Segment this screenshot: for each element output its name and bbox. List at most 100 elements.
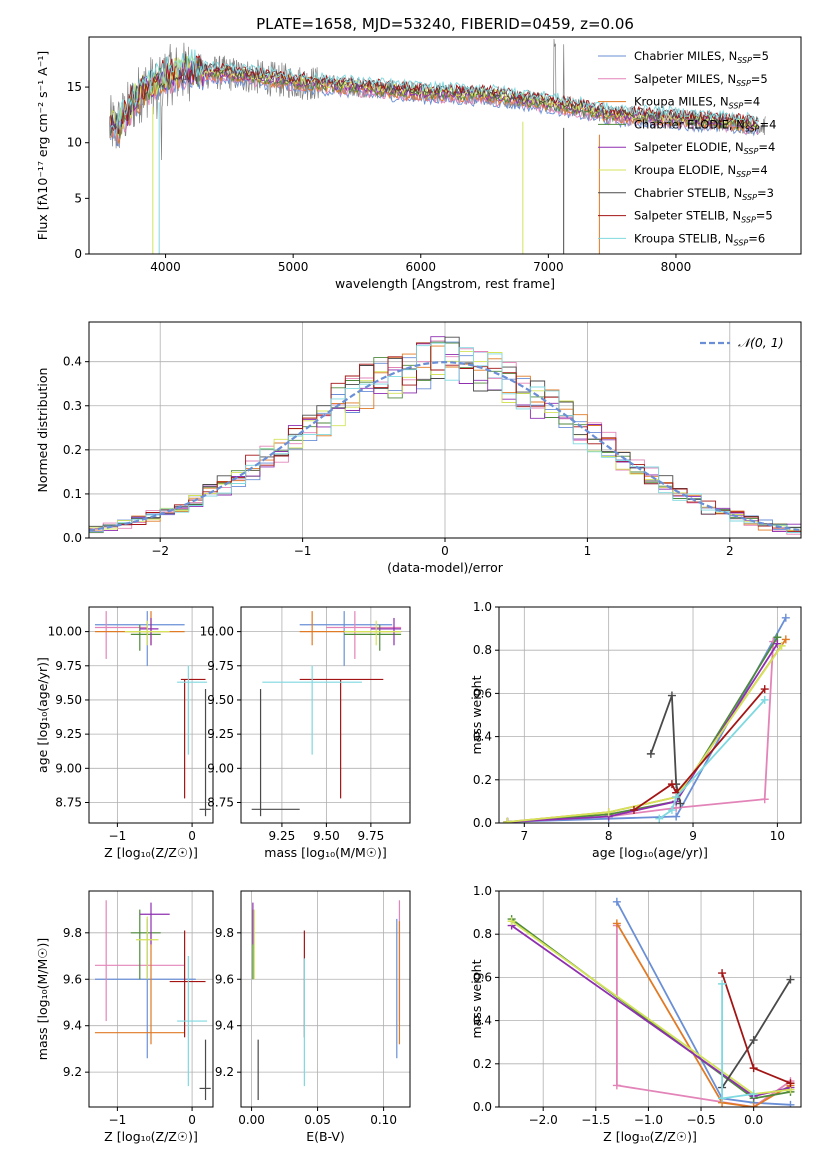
- y-tick-label: 9.75: [55, 659, 82, 673]
- y-tick-label: 1.0: [473, 884, 492, 898]
- y-axis-label: Flux [fλ10⁻¹⁷ erg cm⁻² s⁻¹ A⁻¹]: [35, 51, 50, 240]
- y-tick-label: 0.6: [473, 686, 492, 700]
- weight-lines: [503, 613, 790, 823]
- y-tick-label: 15: [67, 80, 82, 94]
- weight-marker: [718, 979, 727, 988]
- weight-series: [507, 636, 779, 823]
- axes-frame: [88, 606, 214, 824]
- weight-marker: [612, 919, 621, 928]
- weight-marker: [503, 817, 512, 823]
- x-tick-label: 0: [441, 544, 449, 558]
- axes-frame: [88, 36, 802, 255]
- axes-frame: [498, 606, 802, 824]
- weight-marker: [507, 917, 516, 926]
- x-tick-label: 0: [188, 1113, 196, 1127]
- x-axis-label: Z [log₁₀(Z/Z☉)]: [104, 845, 198, 860]
- y-tick-label: 8.75: [55, 795, 82, 809]
- weight-marker: [781, 613, 790, 622]
- x-tick-label: −2: [151, 544, 169, 558]
- y-axis-label: mass [log₁₀(M/M☉)]: [35, 938, 50, 1060]
- weight-series: [507, 641, 775, 823]
- y-tick-label: 0.2: [473, 1057, 492, 1071]
- y-tick-label: 0.0: [473, 816, 492, 830]
- y-tick-label: 10: [67, 136, 82, 150]
- histograms: [89, 336, 801, 535]
- x-tick-label: −1: [294, 544, 312, 558]
- y-tick-label: 9.00: [207, 761, 234, 775]
- histogram-series: [89, 342, 801, 533]
- legend-label: Chabrier STELIB, NSSP=3: [634, 186, 774, 202]
- weight-series: [616, 925, 792, 1107]
- x-axis-label: E(B-V): [306, 1129, 345, 1144]
- weight-marker: [786, 1079, 795, 1088]
- y-tick-label: 9.6: [63, 972, 82, 986]
- x-tick-label: −1.5: [581, 1113, 610, 1127]
- weight-marker: [612, 1081, 621, 1090]
- weight-series: [511, 920, 791, 1095]
- y-tick-label: 0.4: [63, 355, 82, 369]
- y-tick-label: 9.8: [215, 926, 234, 940]
- weight-series: [507, 643, 779, 823]
- y-tick-label: 0.0: [473, 1100, 492, 1114]
- y-tick-label: 0.4: [473, 730, 492, 744]
- weight-series: [507, 617, 787, 823]
- panel-5: [499, 606, 801, 824]
- y-axis-label: mass weight: [469, 675, 484, 754]
- y-tick-label: 0.2: [63, 443, 82, 457]
- y-tick-label: 9.50: [55, 693, 82, 707]
- x-tick-label: 7000: [533, 260, 564, 274]
- x-tick-label: −2.0: [529, 1113, 558, 1127]
- legend-label: Chabrier MILES, NSSP=5: [634, 49, 769, 65]
- y-tick-label: 0.6: [473, 970, 492, 984]
- model-spectrum: [110, 57, 759, 139]
- weight-lines: [507, 897, 795, 1107]
- y-tick-label: 9.8: [63, 926, 82, 940]
- y-tick-label: 10.00: [48, 625, 82, 639]
- y-tick-label: 1.0: [473, 600, 492, 614]
- y-tick-label: 9.4: [215, 1019, 234, 1033]
- weight-marker: [760, 685, 769, 694]
- weight-series: [507, 645, 783, 823]
- weight-series: [658, 699, 766, 820]
- weight-marker: [646, 749, 655, 758]
- x-tick-label: 0.0: [744, 1113, 763, 1127]
- x-tick-label: 0.00: [238, 1113, 265, 1127]
- axes-frame: [498, 890, 802, 1108]
- y-tick-label: 9.25: [207, 727, 234, 741]
- weight-marker: [777, 641, 786, 650]
- weight-marker: [718, 969, 727, 978]
- y-tick-label: 0.4: [473, 1014, 492, 1028]
- y-tick-label: 10.00: [200, 625, 234, 639]
- y-tick-label: 9.4: [63, 1019, 82, 1033]
- weight-marker: [749, 1103, 758, 1107]
- y-tick-label: 0.8: [473, 927, 492, 941]
- legend: Chabrier MILES, NSSP=5 Salpeter MILES, NS…: [598, 49, 776, 247]
- x-tick-label: 8: [605, 829, 613, 843]
- axes-frame: [88, 890, 214, 1108]
- weight-series: [721, 972, 791, 1085]
- x-tick-label: 9: [689, 829, 697, 843]
- weight-marker: [749, 1036, 758, 1045]
- axes-frame: [240, 890, 411, 1108]
- y-tick-label: 5: [74, 191, 82, 205]
- legend-label: Kroupa MILES, NSSP=4: [634, 95, 760, 111]
- y-tick-label: 9.50: [207, 693, 234, 707]
- x-axis-label: Z [log₁₀(Z/Z☉)]: [603, 1129, 697, 1144]
- y-tick-label: 8.75: [207, 795, 234, 809]
- legend-label: Kroupa STELIB, NSSP=6: [634, 231, 765, 247]
- errorbars: [251, 611, 402, 817]
- axes-frame: [240, 606, 411, 824]
- weight-marker: [781, 635, 790, 644]
- weight-series: [616, 922, 791, 1107]
- weight-marker: [667, 780, 676, 789]
- errorbars: [252, 900, 401, 1101]
- x-tick-label: 4000: [150, 260, 181, 274]
- x-tick-label: 2: [726, 544, 734, 558]
- x-tick-label: 9.50: [313, 829, 340, 843]
- x-tick-label: 0.10: [370, 1113, 397, 1127]
- x-axis-label: age [log₁₀(age/yr)]: [592, 845, 708, 860]
- y-tick-label: 9.00: [55, 761, 82, 775]
- x-tick-label: 5000: [278, 260, 309, 274]
- x-tick-label: 9.25: [269, 829, 296, 843]
